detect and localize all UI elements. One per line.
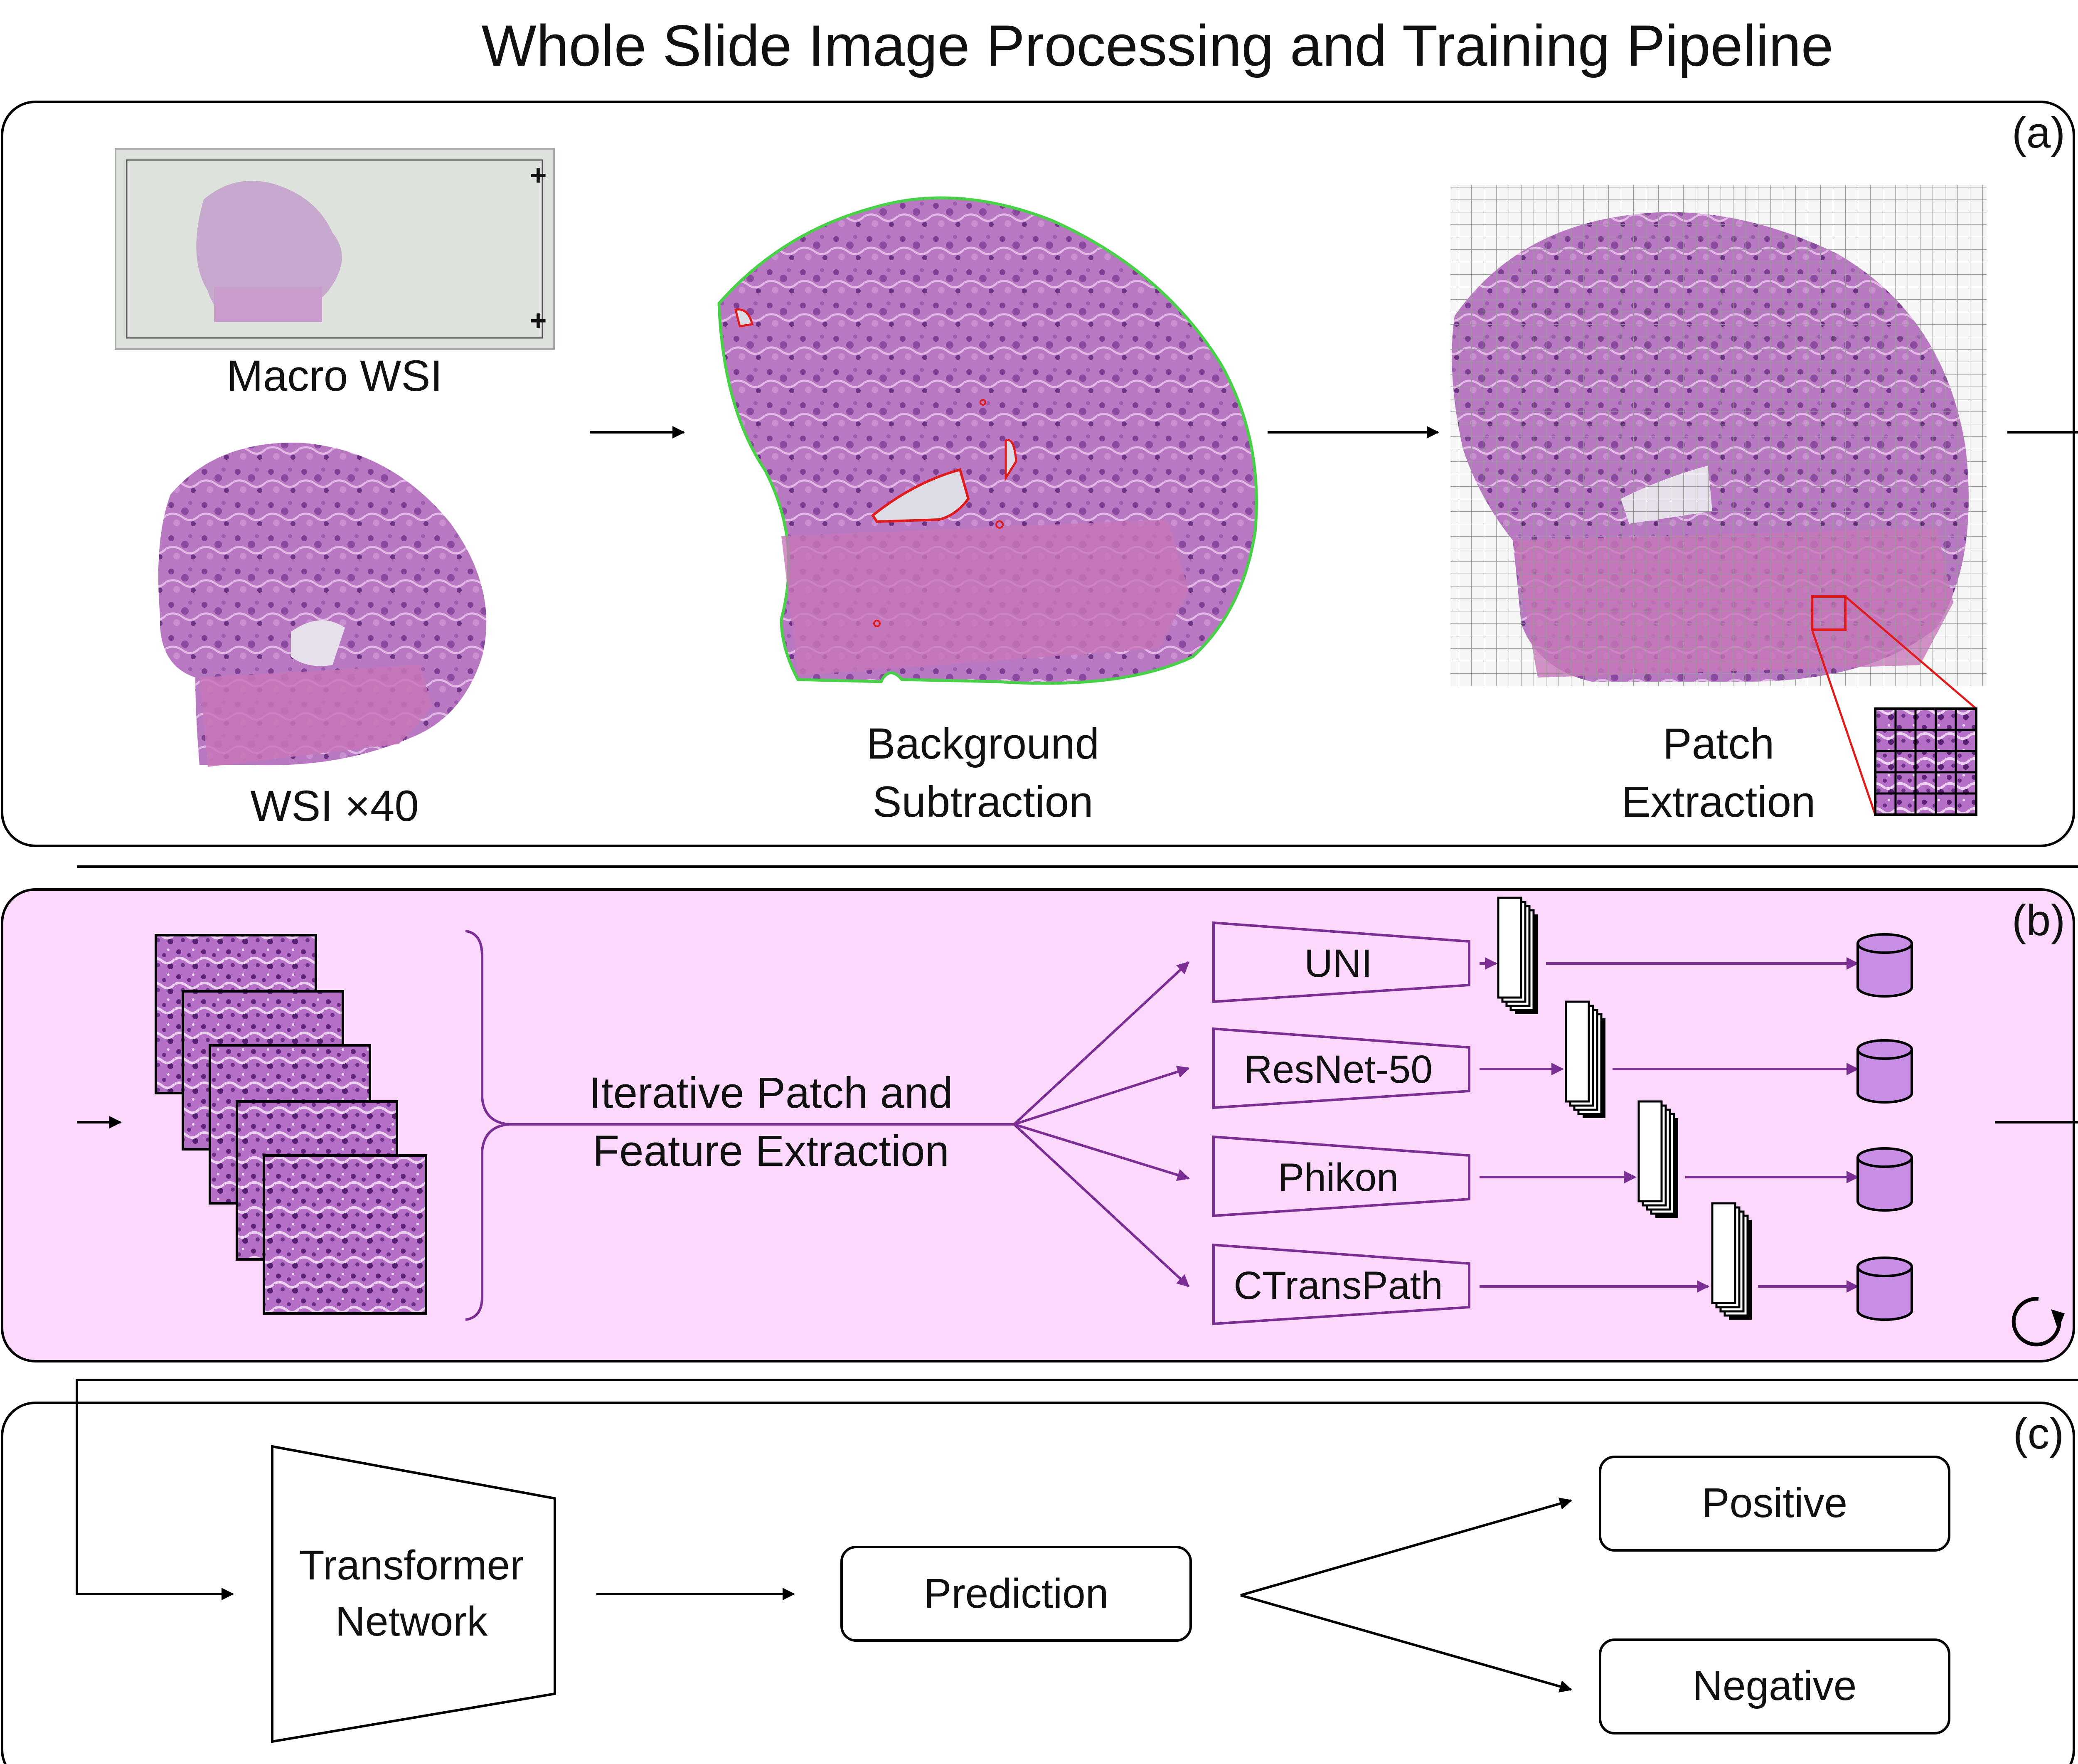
arrow-to-negative xyxy=(1240,1594,1572,1693)
patch-extraction-label-line2: Extraction xyxy=(1622,778,1816,826)
patch-stack xyxy=(155,934,427,1315)
model-resnet50-label: ResNet-50 xyxy=(1244,1047,1433,1091)
loop-icon xyxy=(2012,1297,2065,1347)
database-icon-ctranspath xyxy=(1856,1256,1913,1321)
arrow-to-positive xyxy=(1240,1498,1572,1596)
fan-lines xyxy=(1013,961,1190,1288)
connector-a-to-b xyxy=(77,431,2078,868)
panel-a-label: (a) xyxy=(2012,108,2065,157)
patch-extraction-image xyxy=(1450,185,1987,815)
feature-stack-resnet50 xyxy=(1565,1000,1605,1118)
database-icon-phikon xyxy=(1856,1147,1913,1212)
model-uni-label: UNI xyxy=(1304,941,1372,985)
prediction-box: Prediction xyxy=(840,1546,1192,1642)
bg-subtraction-label-line2: Subtraction xyxy=(872,778,1093,826)
wsi-x40-label: WSI ×40 xyxy=(250,782,419,830)
negative-label: Negative xyxy=(1693,1663,1857,1709)
negative-box: Negative xyxy=(1599,1638,1950,1734)
brace xyxy=(465,930,513,1321)
feature-stack-phikon xyxy=(1637,1100,1678,1218)
transformer-network-block: Transformer Network xyxy=(271,1445,556,1743)
panel-b-frame xyxy=(1,888,2075,1362)
iterative-label-line1: Iterative Patch and xyxy=(589,1069,953,1117)
panel-c-frame xyxy=(1,1402,2075,1764)
svg-text:+: + xyxy=(530,304,547,337)
macro-wsi-label: Macro WSI xyxy=(227,352,442,400)
patch-grid-zoom xyxy=(1874,707,1977,816)
model-resnet50: ResNet-50 xyxy=(1212,1027,1470,1109)
model-ctranspath-label: CTransPath xyxy=(1234,1264,1443,1308)
connector-b-to-c xyxy=(76,1121,2078,1600)
macro-wsi-image: + + xyxy=(115,148,555,350)
feature-stack-uni xyxy=(1497,897,1538,1014)
positive-label: Positive xyxy=(1702,1480,1847,1526)
model-ctranspath: CTransPath xyxy=(1212,1243,1470,1325)
prediction-label: Prediction xyxy=(924,1570,1109,1617)
panel-b-label: (b) xyxy=(2012,896,2065,945)
iterative-label-line2: Feature Extraction xyxy=(593,1127,949,1175)
panel-a-frame xyxy=(1,101,2075,847)
background-subtraction-image xyxy=(717,196,1258,685)
wsi-x40-image xyxy=(158,442,487,767)
feature-stack-ctranspath xyxy=(1711,1202,1752,1320)
page-title: Whole Slide Image Processing and Trainin… xyxy=(482,13,1834,78)
database-icon-resnet50 xyxy=(1856,1039,1913,1104)
database-icon-uni xyxy=(1856,933,1913,998)
transformer-label-line2: Network xyxy=(335,1598,488,1645)
model-uni: UNI xyxy=(1212,921,1470,1003)
model-phikon: Phikon xyxy=(1212,1135,1470,1217)
transformer-label-line1: Transformer xyxy=(299,1542,524,1589)
svg-text:+: + xyxy=(530,159,547,191)
panel-c-label: (c) xyxy=(2013,1409,2064,1458)
bg-subtraction-label-line1: Background xyxy=(867,719,1099,768)
positive-box: Positive xyxy=(1599,1456,1950,1552)
patch-extraction-label-line1: Patch xyxy=(1663,719,1775,768)
model-phikon-label: Phikon xyxy=(1278,1155,1398,1200)
